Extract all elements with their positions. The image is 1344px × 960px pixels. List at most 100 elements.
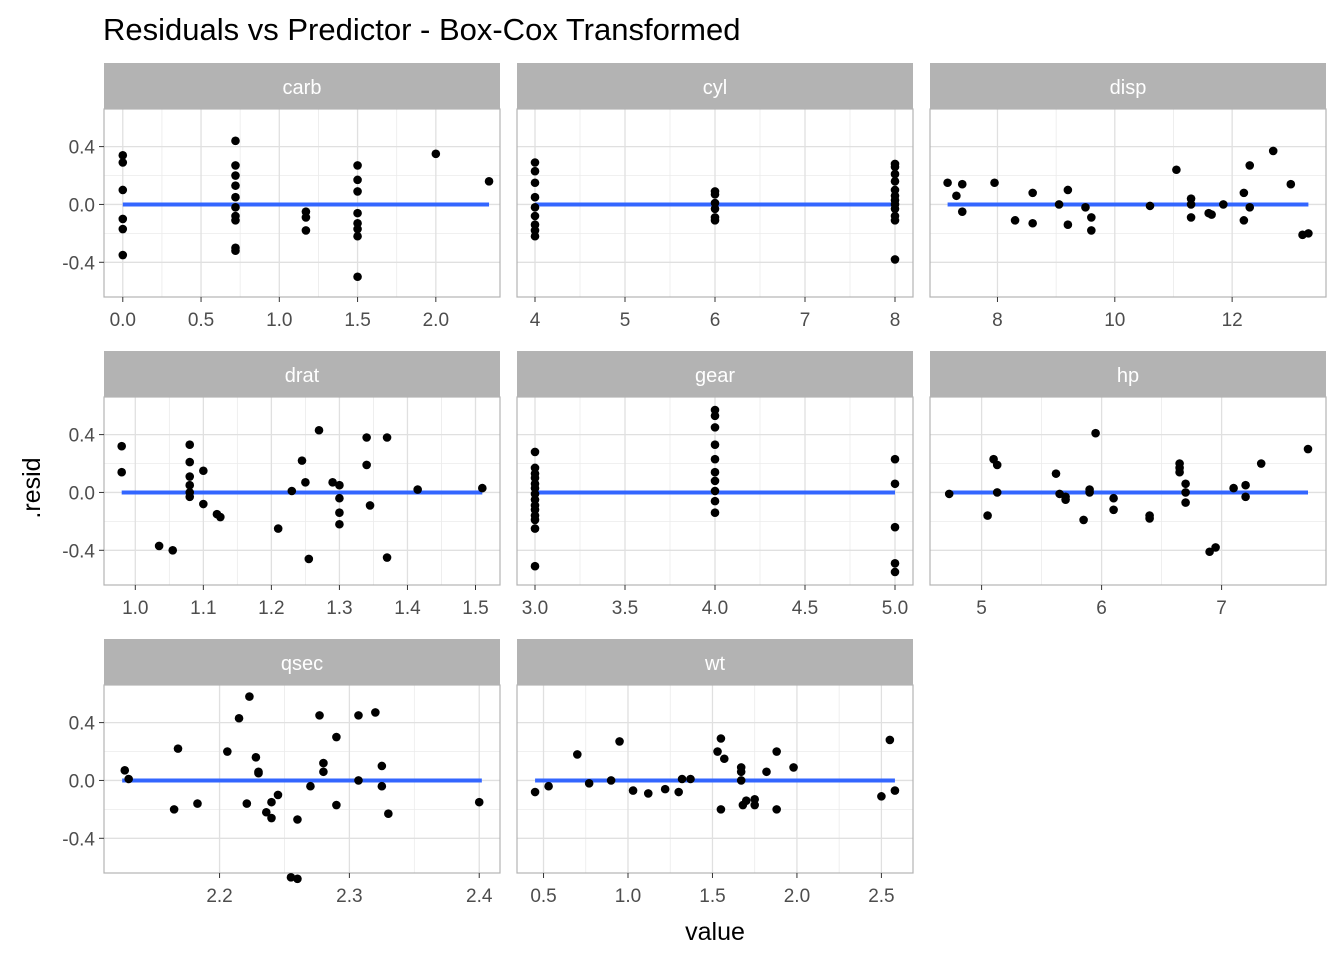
- data-point: [710, 454, 720, 464]
- data-point: [1186, 200, 1196, 209]
- data-point: [719, 754, 729, 764]
- panel-border: [929, 396, 1327, 586]
- data-point: [1109, 493, 1118, 503]
- data-point: [890, 786, 900, 795]
- data-point: [943, 178, 952, 188]
- data-point: [544, 781, 553, 791]
- data-point: [716, 734, 726, 743]
- data-point: [1229, 483, 1238, 493]
- data-point: [431, 149, 441, 159]
- data-point: [118, 158, 128, 167]
- data-point: [301, 478, 310, 487]
- x-tick-label: 2.2: [206, 886, 232, 907]
- facet-strip: [930, 63, 1326, 109]
- data-point: [750, 800, 760, 810]
- facet-strip-label: drat: [285, 365, 320, 387]
- data-point: [335, 508, 344, 517]
- data-point: [1085, 488, 1094, 497]
- data-point: [478, 483, 487, 493]
- x-tick-label: 0.0: [110, 310, 136, 331]
- data-point: [944, 489, 954, 499]
- facet-panel-hp: hp 5 6 7: [929, 351, 1327, 619]
- data-point: [267, 797, 276, 807]
- facet-panel-gear: gear 3.0 3.5 4.0 4.5 5.0: [516, 351, 914, 619]
- data-point: [736, 776, 746, 785]
- panel-border: [516, 684, 914, 874]
- data-point: [885, 735, 895, 745]
- data-point: [335, 493, 344, 503]
- data-point: [365, 501, 375, 510]
- data-point: [890, 169, 900, 179]
- data-point: [1054, 200, 1064, 209]
- facet-strip: [104, 63, 500, 109]
- data-point: [710, 467, 720, 477]
- x-tick-label: 0.5: [530, 886, 556, 907]
- x-tick-label: 1.2: [258, 598, 284, 619]
- data-point: [1051, 469, 1061, 478]
- facet-strip-label: hp: [1117, 365, 1139, 387]
- facet-panel-disp: disp 8 10 12: [929, 63, 1327, 331]
- data-point: [231, 171, 240, 180]
- data-point: [573, 750, 582, 759]
- data-point: [362, 460, 371, 470]
- data-point: [710, 411, 720, 421]
- data-point: [328, 478, 337, 487]
- data-point: [1241, 492, 1250, 502]
- data-point: [231, 136, 240, 146]
- data-point: [154, 541, 164, 551]
- data-point: [1028, 188, 1037, 198]
- data-point: [530, 524, 540, 533]
- data-point: [530, 447, 540, 457]
- data-point: [371, 708, 380, 717]
- data-point: [890, 255, 900, 264]
- y-tick-label: 0.4: [69, 714, 96, 735]
- x-tick-label: 2.4: [466, 886, 493, 907]
- data-point: [118, 224, 128, 234]
- y-tick-label: 0.0: [69, 771, 95, 792]
- x-tick-label: 5: [620, 310, 631, 331]
- data-point: [293, 815, 302, 824]
- x-tick-label: 3.5: [612, 598, 638, 619]
- data-point: [957, 179, 967, 189]
- facet-strip: [517, 63, 913, 109]
- data-point: [384, 809, 393, 819]
- data-point: [377, 781, 387, 791]
- data-point: [382, 433, 392, 442]
- data-point: [1245, 161, 1255, 170]
- x-tick-label: 7: [800, 310, 811, 331]
- data-point: [223, 747, 232, 756]
- data-point: [231, 203, 240, 212]
- data-point: [484, 177, 494, 186]
- x-axis-label: value: [685, 918, 745, 946]
- data-point: [1028, 218, 1037, 228]
- y-tick-label: -0.4: [62, 829, 95, 850]
- data-point: [353, 272, 362, 282]
- data-point: [1181, 479, 1190, 489]
- data-point: [710, 440, 720, 450]
- data-point: [952, 191, 961, 201]
- x-tick-label: 8: [992, 310, 1003, 331]
- data-point: [1219, 200, 1228, 209]
- data-point: [530, 787, 540, 797]
- data-point: [530, 192, 540, 202]
- data-point: [615, 737, 624, 746]
- data-point: [584, 779, 594, 788]
- x-tick-label: 1.0: [122, 598, 148, 619]
- data-point: [301, 226, 311, 235]
- data-point: [660, 784, 670, 794]
- panel-border: [103, 396, 501, 586]
- data-point: [1063, 220, 1073, 229]
- data-point: [710, 496, 720, 506]
- data-point: [890, 216, 900, 225]
- y-tick-label: 0.0: [69, 483, 95, 504]
- facet-panel-qsec: qsec -0.4 0.0 0.4 2.2 2.3 2.4: [62, 639, 501, 907]
- data-point: [1211, 543, 1220, 552]
- data-point: [306, 781, 315, 791]
- facet-strip-label: cyl: [703, 77, 727, 99]
- panel-border: [103, 684, 501, 874]
- data-point: [877, 792, 886, 801]
- data-point: [118, 214, 128, 224]
- data-point: [789, 763, 798, 772]
- x-tick-label: 0.5: [188, 310, 214, 331]
